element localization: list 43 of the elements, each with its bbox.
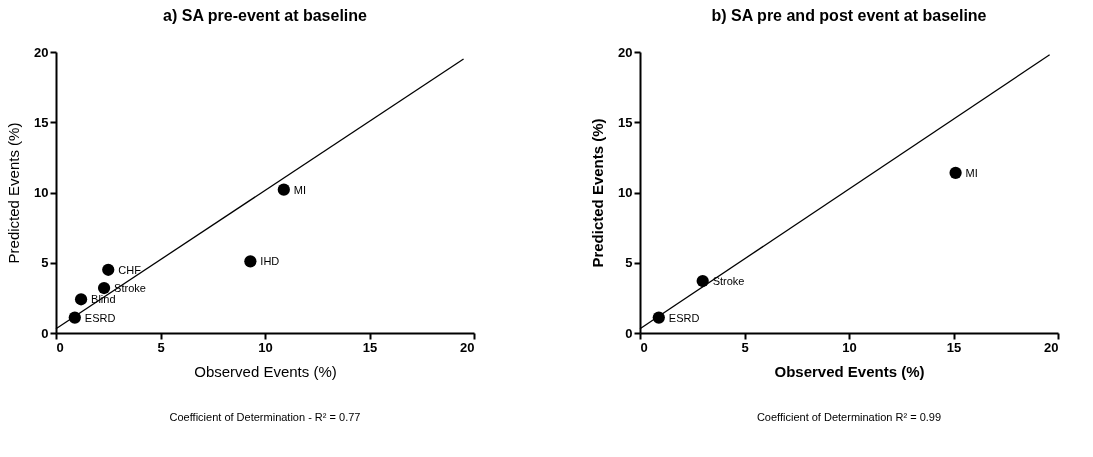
- y-axis-title: Predicted Events (%): [5, 122, 23, 264]
- y-tick-label: 0: [625, 325, 633, 341]
- point: [74, 293, 88, 306]
- y-tick-label: 10: [34, 185, 49, 200]
- y-tick-label: 20: [618, 44, 633, 60]
- x-tick-label: 15: [362, 339, 378, 355]
- y-tick-label: 20: [34, 44, 49, 60]
- x-tick-label: 5: [157, 339, 165, 355]
- chart-title: b) SA pre and post event at baseline: [711, 7, 987, 24]
- annotation: MI: [965, 166, 978, 179]
- annotation: Stroke: [114, 282, 146, 295]
- annotation: ESRD: [668, 311, 700, 324]
- chart-title: a) SA pre-event at baseline: [163, 7, 368, 24]
- x-tick-label: 0: [56, 339, 64, 355]
- x-tick-label: 20: [1044, 339, 1059, 355]
- x-axis-title: Observed Events (%): [774, 362, 925, 380]
- x-tick-label: 10: [258, 339, 273, 355]
- point: [97, 281, 111, 295]
- x-axis-title: Observed Events (%): [194, 362, 337, 380]
- y-tick-label: 0: [41, 325, 49, 341]
- annotation: IHD: [260, 255, 280, 268]
- y-tick-label: 10: [618, 185, 633, 200]
- annotation: Stroke: [712, 275, 745, 288]
- x-tick-label: 20: [460, 339, 475, 355]
- x-tick-label: 10: [842, 339, 857, 355]
- text: Coefficient of Determination R² = 0.99: [756, 411, 942, 423]
- point: [102, 263, 115, 276]
- y-tick-label: 15: [34, 114, 49, 130]
- x-tick-label: 0: [640, 339, 648, 355]
- y-tick-label: 5: [41, 255, 49, 271]
- x-tick-label: 15: [946, 339, 962, 355]
- y-tick-label: 5: [625, 255, 633, 271]
- x-tick-label: 5: [741, 339, 749, 355]
- y-axis-title: Predicted Events (%): [589, 118, 607, 268]
- y-tick-label: 15: [618, 114, 633, 130]
- point: [277, 183, 290, 196]
- point: [696, 274, 709, 288]
- point: [949, 166, 962, 179]
- annotation: MI: [293, 183, 307, 196]
- text: Coefficient of Determination - R² = 0.77: [169, 411, 361, 423]
- point: [244, 255, 257, 268]
- annotation: CHF: [118, 263, 142, 276]
- annotation: ESRD: [84, 311, 116, 324]
